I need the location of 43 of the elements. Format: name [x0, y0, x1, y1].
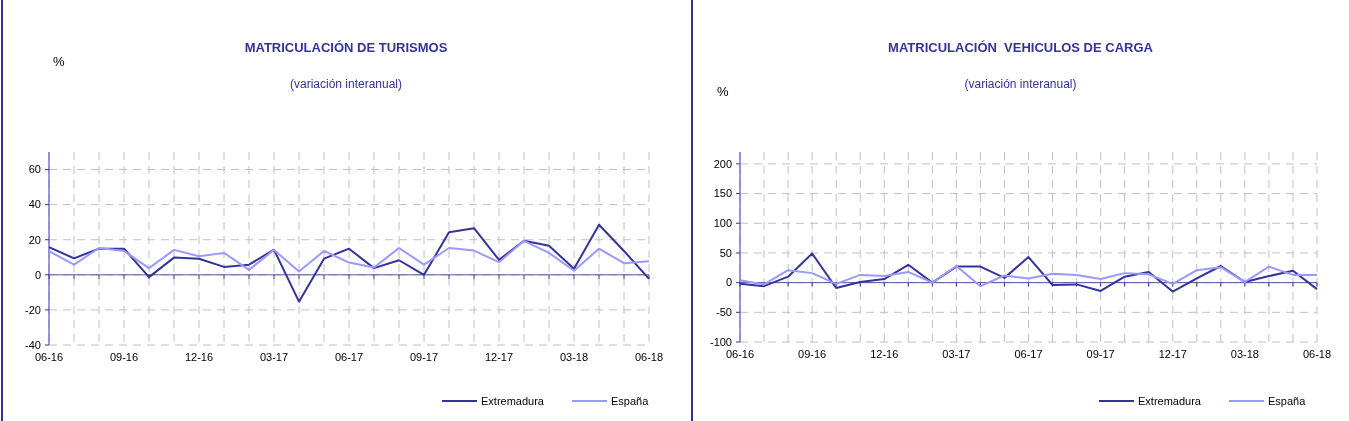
y-tick-label: 100 [713, 217, 732, 230]
chart-title: MATRICULACIÓN VEHICULOS DE CARGA [888, 40, 1154, 55]
x-tick-label: 06-16 [34, 351, 64, 363]
y-tick-label: -40 [25, 338, 41, 351]
x-tick-label: 03-18 [559, 351, 589, 363]
x-tick-label: 09-17 [409, 351, 439, 363]
x-tick-label: 12-16 [870, 348, 899, 360]
line-series [739, 265, 1318, 288]
x-tick-label: 09-16 [798, 348, 827, 360]
x-tick-label: 09-17 [1086, 348, 1115, 360]
x-tick-label: 06-18 [634, 351, 664, 363]
x-tick-label: 06-17 [334, 351, 364, 363]
y-tick-label: 200 [713, 157, 732, 170]
x-tick-label: 12-17 [1158, 348, 1187, 360]
legend-label: Extremadura [1138, 394, 1202, 407]
y-tick-label: 0 [34, 268, 41, 281]
y-tick-label: 0 [725, 276, 732, 289]
x-tick-label: 12-16 [184, 351, 214, 363]
legend-label: España [611, 394, 650, 407]
y-tick-label: -100 [709, 335, 732, 348]
legend-label: España [1268, 394, 1307, 407]
x-tick-label: 03-17 [942, 348, 971, 360]
y-axis-title: % [717, 84, 729, 99]
y-tick-label: 60 [28, 163, 41, 176]
y-tick-label: 20 [28, 233, 41, 246]
x-tick-label: 03-17 [259, 351, 289, 363]
x-tick-label: 12-17 [484, 351, 514, 363]
y-tick-label: 150 [713, 187, 732, 200]
y-tick-label: 40 [28, 198, 41, 211]
x-tick-label: 06-18 [1302, 348, 1332, 360]
chart-subtitle: (variación interanual) [964, 77, 1077, 91]
chart-title: MATRICULACIÓN DE TURISMOS [244, 40, 448, 55]
y-tick-label: -20 [25, 303, 41, 316]
x-tick-label: 09-16 [109, 351, 139, 363]
x-tick-label: 06-16 [725, 348, 755, 360]
y-tick-label: 50 [719, 246, 732, 259]
chart-subtitle: (variación interanual) [289, 77, 403, 91]
x-tick-label: 03-18 [1230, 348, 1259, 360]
legend-label: Extremadura [481, 394, 545, 407]
x-tick-label: 06-17 [1014, 348, 1043, 360]
y-axis-title: % [53, 54, 65, 69]
y-tick-label: -50 [716, 306, 732, 319]
line-series [48, 239, 650, 273]
